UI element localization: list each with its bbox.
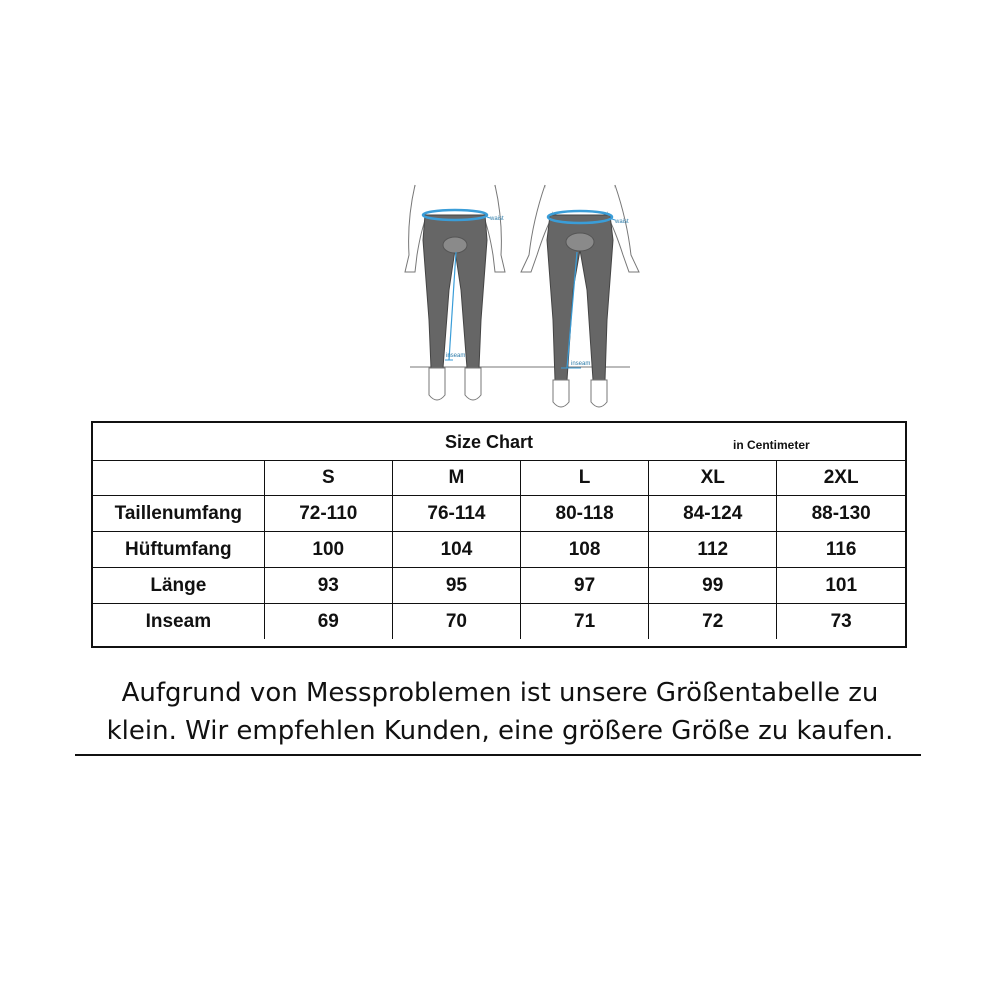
size-table: S M L XL 2XL Taillenumfang 72-110 76-114…: [93, 460, 905, 639]
back-waist-label: waist: [614, 219, 629, 225]
table-cell: 72: [648, 603, 778, 639]
tights-illustration: waist inseam waist inseam: [404, 184, 640, 408]
table-cell: 99: [648, 567, 778, 604]
table-cell: 100: [263, 531, 393, 568]
size-chart: Size Chart in Centimeter S M L XL 2XL Ta…: [91, 421, 907, 648]
table-cell: 73: [776, 603, 905, 639]
table-row: Hüftumfang 100 104 108 112 116: [93, 531, 905, 568]
table-cell: 97: [520, 567, 650, 604]
size-header-row: S M L XL 2XL: [93, 460, 905, 496]
size-header: XL: [648, 460, 778, 496]
table-cell: 76-114: [391, 495, 522, 532]
table-cell: 95: [391, 567, 522, 604]
row-label: Hüftumfang: [93, 531, 265, 568]
front-figure: waist inseam: [404, 184, 506, 401]
front-waist-label: waist: [489, 216, 504, 222]
size-chart-unit: in Centimeter: [733, 438, 810, 452]
size-chart-header: Size Chart in Centimeter: [93, 423, 905, 461]
table-cell: 72-110: [263, 495, 393, 532]
back-figure: waist inseam: [520, 184, 640, 408]
size-header: M: [391, 460, 522, 496]
notice-line-2: klein. Wir empfehlen Kunden, eine größer…: [106, 716, 894, 746]
table-cell: 88-130: [776, 495, 905, 532]
size-chart-title: Size Chart: [445, 432, 534, 452]
back-inseam-label: inseam: [571, 361, 590, 367]
sizing-notice: Aufgrund von Messproblemen ist unsere Gr…: [80, 674, 920, 750]
table-row: Taillenumfang 72-110 76-114 80-118 84-12…: [93, 495, 905, 532]
table-row: Länge 93 95 97 99 101: [93, 567, 905, 604]
divider-line: [75, 754, 921, 756]
table-cell: 104: [391, 531, 522, 568]
table-cell: 71: [520, 603, 650, 639]
row-label: Taillenumfang: [93, 495, 265, 532]
table-cell: 84-124: [648, 495, 778, 532]
table-cell: 116: [776, 531, 905, 568]
table-cell: 112: [648, 531, 778, 568]
table-cell: 70: [391, 603, 522, 639]
table-cell: 80-118: [520, 495, 650, 532]
size-header: L: [520, 460, 650, 496]
notice-line-1: Aufgrund von Messproblemen ist unsere Gr…: [121, 678, 879, 708]
front-inseam-label: inseam: [446, 353, 465, 359]
row-label: Länge: [93, 567, 265, 604]
row-label: Inseam: [93, 603, 265, 639]
table-cell: 101: [776, 567, 905, 604]
table-cell: 69: [263, 603, 393, 639]
table-cell: 93: [263, 567, 393, 604]
size-header: 2XL: [776, 460, 905, 496]
table-row: Inseam 69 70 71 72 73: [93, 603, 905, 639]
table-cell: 108: [520, 531, 650, 568]
size-header: S: [263, 460, 393, 496]
corner-cell: [93, 460, 265, 496]
